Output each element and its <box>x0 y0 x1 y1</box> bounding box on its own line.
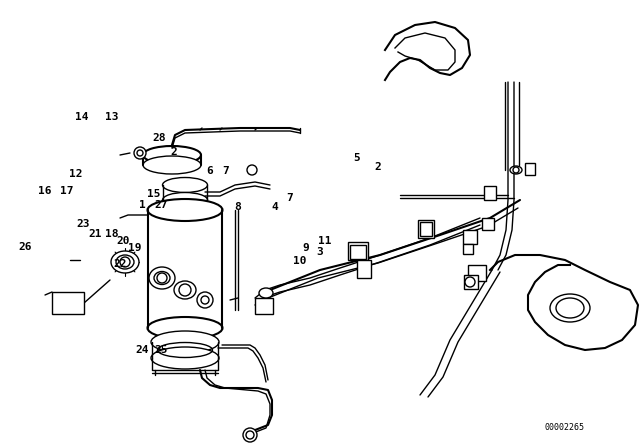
Text: 26: 26 <box>19 242 33 252</box>
Bar <box>350 245 366 259</box>
Ellipse shape <box>147 317 223 339</box>
Bar <box>52 292 84 314</box>
Bar <box>525 163 535 175</box>
Ellipse shape <box>243 428 257 442</box>
Ellipse shape <box>174 281 196 299</box>
Bar <box>468 265 486 281</box>
Text: 14: 14 <box>75 112 89 122</box>
Text: 15: 15 <box>147 189 161 199</box>
Text: 20: 20 <box>116 236 130 246</box>
Ellipse shape <box>259 288 273 298</box>
Text: 21: 21 <box>88 229 102 239</box>
Text: 4: 4 <box>272 202 278 212</box>
Text: 2: 2 <box>374 162 381 172</box>
Text: 2: 2 <box>171 147 177 157</box>
Circle shape <box>179 284 191 296</box>
Ellipse shape <box>154 271 170 284</box>
Bar <box>420 222 432 236</box>
Ellipse shape <box>143 156 201 174</box>
Text: 28: 28 <box>152 133 166 143</box>
Ellipse shape <box>151 331 219 353</box>
Ellipse shape <box>556 298 584 318</box>
Ellipse shape <box>116 255 134 269</box>
Text: 6: 6 <box>207 166 213 176</box>
Circle shape <box>513 167 519 173</box>
Text: 11: 11 <box>318 236 332 246</box>
Ellipse shape <box>151 347 219 369</box>
Bar <box>348 242 368 260</box>
Circle shape <box>197 292 213 308</box>
Circle shape <box>465 277 475 287</box>
Ellipse shape <box>147 199 223 221</box>
Text: 7: 7 <box>222 166 228 176</box>
Text: 1: 1 <box>139 200 145 210</box>
Circle shape <box>201 296 209 304</box>
Text: 7: 7 <box>286 194 292 203</box>
Ellipse shape <box>111 251 139 273</box>
Bar <box>357 260 371 278</box>
Bar <box>255 298 273 314</box>
Text: 16: 16 <box>38 186 52 196</box>
Text: 24: 24 <box>135 345 149 355</box>
Text: 3: 3 <box>317 247 323 257</box>
Text: 23: 23 <box>76 219 90 229</box>
Polygon shape <box>490 255 638 350</box>
Circle shape <box>134 147 146 159</box>
Circle shape <box>247 165 257 175</box>
Text: 00002265: 00002265 <box>545 423 584 432</box>
Text: 18: 18 <box>105 229 119 239</box>
Circle shape <box>157 273 167 283</box>
Text: 5: 5 <box>354 153 360 163</box>
Ellipse shape <box>163 193 207 207</box>
Ellipse shape <box>510 166 522 174</box>
Ellipse shape <box>550 294 590 322</box>
Ellipse shape <box>149 267 175 289</box>
Text: 17: 17 <box>60 186 74 196</box>
Ellipse shape <box>143 146 201 164</box>
Text: 22: 22 <box>113 259 127 269</box>
Text: 12: 12 <box>68 169 83 179</box>
Circle shape <box>120 257 130 267</box>
Text: 10: 10 <box>292 256 307 266</box>
Bar <box>463 244 473 254</box>
Bar <box>482 218 494 230</box>
Bar <box>418 220 434 238</box>
Ellipse shape <box>163 177 207 193</box>
Text: 8: 8 <box>235 202 241 212</box>
Bar <box>464 275 478 289</box>
Text: 13: 13 <box>105 112 119 122</box>
Text: 27: 27 <box>154 200 168 210</box>
Text: 9: 9 <box>302 243 308 253</box>
Ellipse shape <box>246 431 254 439</box>
Text: 19: 19 <box>127 243 141 253</box>
Circle shape <box>137 150 143 156</box>
Bar <box>463 230 477 244</box>
Text: 25: 25 <box>154 345 168 355</box>
Bar <box>484 186 496 200</box>
